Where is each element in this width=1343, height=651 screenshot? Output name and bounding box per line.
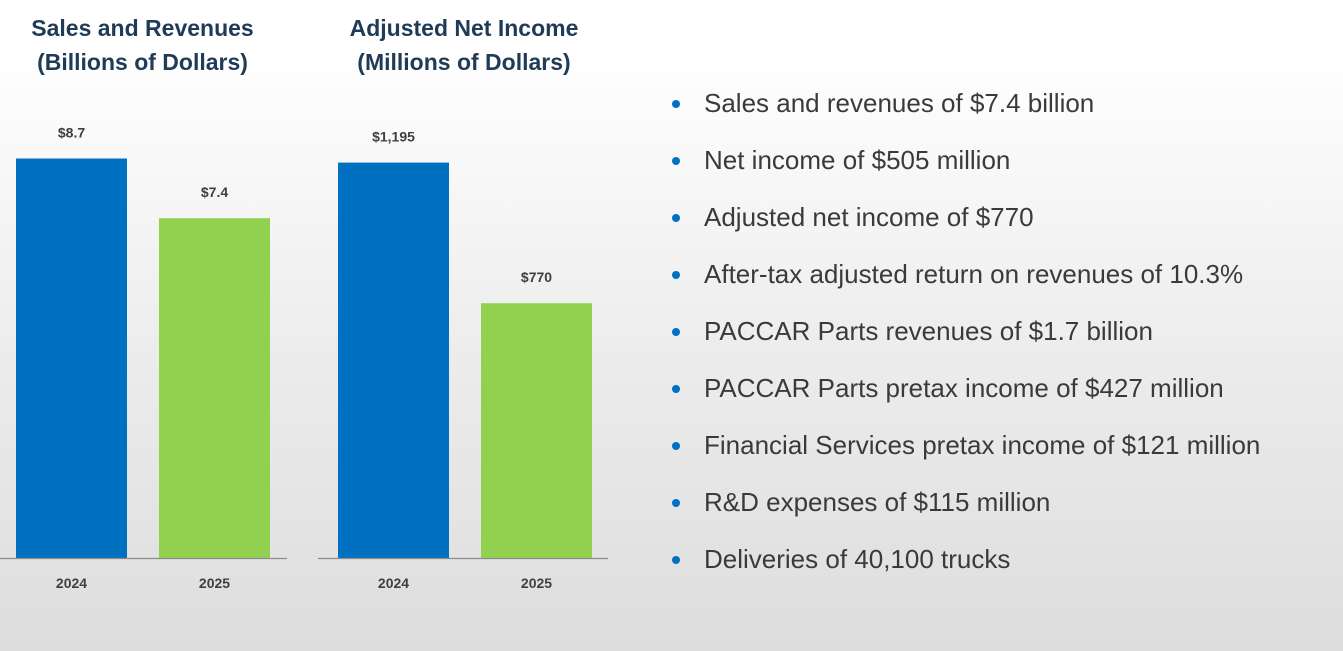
bullet-icon xyxy=(672,157,680,165)
sales-x-tick-label-2025: 2025 xyxy=(199,575,230,591)
highlight-item: Adjusted net income of $770 xyxy=(660,189,1343,246)
highlight-text: R&D expenses of $115 million xyxy=(704,487,1051,517)
highlight-item: After-tax adjusted return on revenues of… xyxy=(660,246,1343,303)
highlight-text: Deliveries of 40,100 trucks xyxy=(704,544,1011,574)
income-x-tick-label-2024: 2024 xyxy=(378,575,409,591)
income-chart-subtitle: (Millions of Dollars) xyxy=(357,49,571,75)
highlight-text: After-tax adjusted return on revenues of… xyxy=(704,259,1244,289)
bullet-icon xyxy=(672,442,680,450)
sales-bar-2024 xyxy=(16,158,127,559)
bullet-icon xyxy=(672,271,680,279)
highlight-item: Net income of $505 million xyxy=(660,132,1343,189)
highlight-text: Sales and revenues of $7.4 billion xyxy=(704,88,1095,118)
highlight-text: PACCAR Parts revenues of $1.7 billion xyxy=(704,316,1153,346)
highlight-item: Sales and revenues of $7.4 billion xyxy=(660,75,1343,132)
bullet-icon xyxy=(672,328,680,336)
sales-bar-2025 xyxy=(159,218,270,558)
bullet-icon xyxy=(672,499,680,507)
highlight-item: Financial Services pretax income of $121… xyxy=(660,417,1343,474)
highlight-item: Deliveries of 40,100 trucks xyxy=(660,531,1343,588)
adjusted-net-income-chart: $1,195 2024 $770 2025 xyxy=(318,129,608,591)
highlight-text: Financial Services pretax income of $121… xyxy=(704,430,1261,460)
highlights-list: Sales and revenues of $7.4 billion Net i… xyxy=(660,75,1343,588)
highlight-item: R&D expenses of $115 million xyxy=(660,474,1343,531)
bullet-icon xyxy=(672,556,680,564)
highlight-text: PACCAR Parts pretax income of $427 milli… xyxy=(704,373,1224,403)
highlight-item: PACCAR Parts revenues of $1.7 billion xyxy=(660,303,1343,360)
bullet-icon xyxy=(672,100,680,108)
sales-data-label-2025: $7.4 xyxy=(201,184,228,200)
sales-chart-subtitle: (Billions of Dollars) xyxy=(37,49,248,75)
sales-chart-title: Sales and Revenues (Billions of Dollars) xyxy=(0,11,285,79)
income-data-label-2024: $1,195 xyxy=(372,129,415,145)
income-chart-title: Adjusted Net Income (Millions of Dollars… xyxy=(318,11,610,79)
sales-x-tick-label-2024: 2024 xyxy=(56,575,87,591)
income-chart-title-line: Adjusted Net Income xyxy=(349,15,579,41)
sales-data-label-2024: $8.7 xyxy=(58,125,85,141)
highlight-text: Net income of $505 million xyxy=(704,145,1011,175)
sales-revenues-chart: $8.7 2024 $7.4 2025 xyxy=(0,125,287,591)
sales-chart-title-line: Sales and Revenues xyxy=(31,15,254,41)
income-bar-2025 xyxy=(481,303,592,558)
income-x-tick-label-2025: 2025 xyxy=(521,575,552,591)
bullet-icon xyxy=(672,214,680,222)
income-data-label-2025: $770 xyxy=(521,269,552,285)
income-bar-2024 xyxy=(338,162,449,558)
highlight-item: PACCAR Parts pretax income of $427 milli… xyxy=(660,360,1343,417)
highlight-text: Adjusted net income of $770 xyxy=(704,202,1034,232)
bullet-icon xyxy=(672,385,680,393)
